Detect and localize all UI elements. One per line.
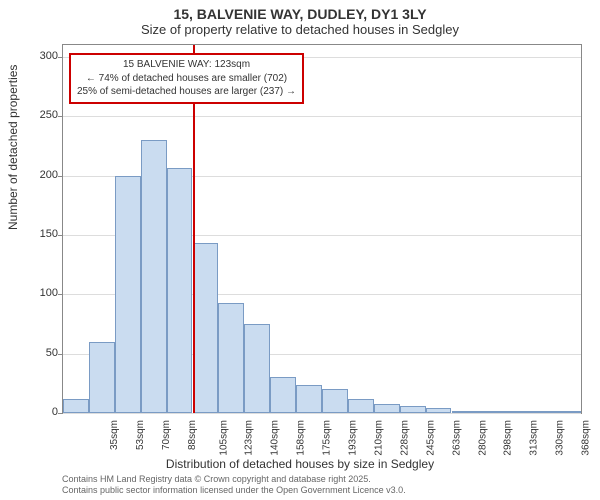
histogram-bar (555, 411, 581, 413)
histogram-bar (529, 411, 555, 413)
y-tick-label: 200 (22, 169, 58, 181)
histogram-bar (141, 140, 167, 413)
y-tick-mark (58, 235, 63, 236)
y-tick-label: 100 (22, 287, 58, 299)
y-tick-label: 150 (22, 228, 58, 240)
x-tick-label: 53sqm (135, 420, 146, 450)
x-tick-label: 88sqm (187, 420, 198, 450)
x-tick-label: 105sqm (218, 420, 229, 456)
x-tick-label: 313sqm (529, 420, 540, 456)
y-tick-mark (58, 413, 63, 414)
footer-line-2: Contains public sector information licen… (62, 485, 406, 496)
chart-title-sub: Size of property relative to detached ho… (0, 22, 600, 41)
histogram-bar (193, 243, 219, 413)
x-tick-label: 245sqm (425, 420, 436, 456)
histogram-bar (244, 324, 270, 413)
gridline (63, 116, 581, 117)
chart-title-main: 15, BALVENIE WAY, DUDLEY, DY1 3LY (0, 0, 600, 22)
chart-container: 15, BALVENIE WAY, DUDLEY, DY1 3LY Size o… (0, 0, 600, 500)
info-box-line-1: 15 BALVENIE WAY: 123sqm (77, 58, 296, 72)
y-tick-mark (58, 176, 63, 177)
plot-area: 15 BALVENIE WAY: 123sqm← 74% of detached… (62, 44, 582, 414)
histogram-bar (270, 377, 296, 413)
footer-attribution: Contains HM Land Registry data © Crown c… (62, 474, 406, 496)
x-tick-label: 35sqm (109, 420, 120, 450)
y-tick-mark (58, 294, 63, 295)
info-box-line-2: ← 74% of detached houses are smaller (70… (77, 72, 296, 86)
gridline (63, 413, 581, 414)
histogram-bar (348, 399, 374, 413)
y-tick-mark (58, 57, 63, 58)
x-tick-label: 70sqm (161, 420, 172, 450)
x-tick-label: 123sqm (244, 420, 255, 456)
y-tick-label: 50 (22, 347, 58, 359)
x-tick-label: 193sqm (348, 420, 359, 456)
y-tick-label: 250 (22, 109, 58, 121)
histogram-bar (218, 303, 244, 413)
x-tick-label: 140sqm (270, 420, 281, 456)
x-tick-label: 280sqm (477, 420, 488, 456)
info-box-line-3: 25% of semi-detached houses are larger (… (77, 85, 296, 99)
histogram-bar (63, 399, 89, 413)
histogram-bar (167, 168, 193, 413)
y-tick-mark (58, 354, 63, 355)
histogram-bar (296, 385, 322, 413)
x-tick-label: 228sqm (399, 420, 410, 456)
x-tick-label: 368sqm (581, 420, 592, 456)
footer-line-1: Contains HM Land Registry data © Crown c… (62, 474, 406, 485)
y-tick-mark (58, 116, 63, 117)
x-tick-label: 158sqm (296, 420, 307, 456)
x-tick-label: 210sqm (374, 420, 385, 456)
histogram-bar (374, 404, 400, 413)
histogram-bar (503, 411, 529, 413)
histogram-bar (452, 411, 478, 413)
y-tick-label: 0 (22, 406, 58, 418)
histogram-bar (115, 176, 141, 413)
histogram-bar (400, 406, 426, 413)
y-axis-label: Number of detached properties (6, 65, 20, 230)
info-box: 15 BALVENIE WAY: 123sqm← 74% of detached… (69, 53, 304, 104)
histogram-bar (426, 408, 452, 413)
y-tick-label: 300 (22, 50, 58, 62)
histogram-bar (322, 389, 348, 413)
x-tick-label: 298sqm (503, 420, 514, 456)
x-axis-label: Distribution of detached houses by size … (0, 457, 600, 471)
x-tick-label: 263sqm (451, 420, 462, 456)
x-tick-label: 330sqm (555, 420, 566, 456)
x-tick-label: 175sqm (322, 420, 333, 456)
histogram-bar (89, 342, 115, 413)
histogram-bar (477, 411, 503, 413)
